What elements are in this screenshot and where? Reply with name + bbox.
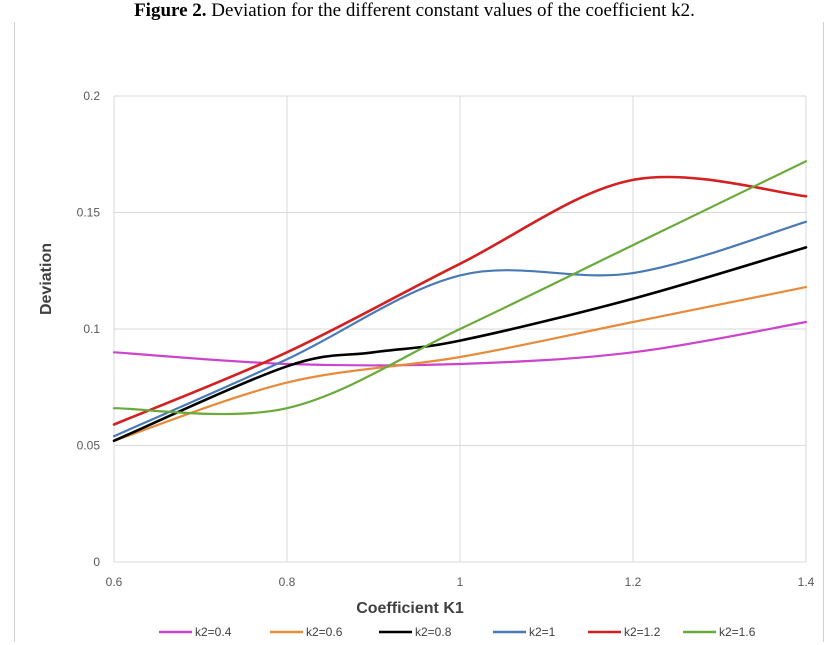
series-line-k2-0-4	[112, 320, 808, 367]
legend: k2=0.4 k2=0.6 k2=0.8 k2=1 k2=1.2 k2=1.6	[159, 625, 756, 639]
series-line-k2-1-6	[112, 160, 808, 416]
x-tick-label: 1.2	[625, 575, 642, 589]
legend-label: k2=1.6	[719, 625, 756, 639]
x-tick-labels: 0.6 0.8 1 1.2 1.4	[106, 575, 815, 589]
grid-lines	[113, 95, 807, 563]
legend-label: k2=0.8	[415, 625, 452, 639]
series-line-k2-0-6	[112, 286, 808, 442]
y-tick-labels: 0 0.05 0.1 0.15 0.2	[77, 89, 101, 569]
x-tick-label: 0.6	[106, 575, 123, 589]
x-axis-title: Coefficient K1	[356, 600, 464, 617]
legend-label: k2=1	[529, 625, 556, 639]
y-tick-label: 0	[93, 555, 100, 569]
x-tick-label: 1	[457, 575, 464, 589]
chart-frame	[14, 22, 824, 642]
y-tick-label: 0.2	[83, 89, 100, 103]
y-tick-label: 0.1	[83, 322, 100, 336]
x-tick-label: 0.8	[279, 575, 296, 589]
figure-caption-label: Figure 2.	[134, 0, 207, 21]
series-lines	[112, 160, 808, 443]
x-tick-label: 1.4	[798, 575, 815, 589]
legend-label: k2=0.6	[306, 625, 343, 639]
legend-label: k2=0.4	[195, 625, 232, 639]
y-tick-label: 0.15	[77, 206, 101, 220]
figure-caption: Figure 2. Deviation for the different co…	[0, 0, 829, 22]
legend-label: k2=1.2	[624, 625, 661, 639]
y-tick-label: 0.05	[77, 439, 101, 453]
series-line-k2-1-2	[112, 175, 808, 426]
y-axis-title: Deviation	[38, 243, 55, 315]
series-line-k2-1	[112, 220, 808, 438]
figure-caption-text: Deviation for the different constant val…	[206, 0, 695, 21]
